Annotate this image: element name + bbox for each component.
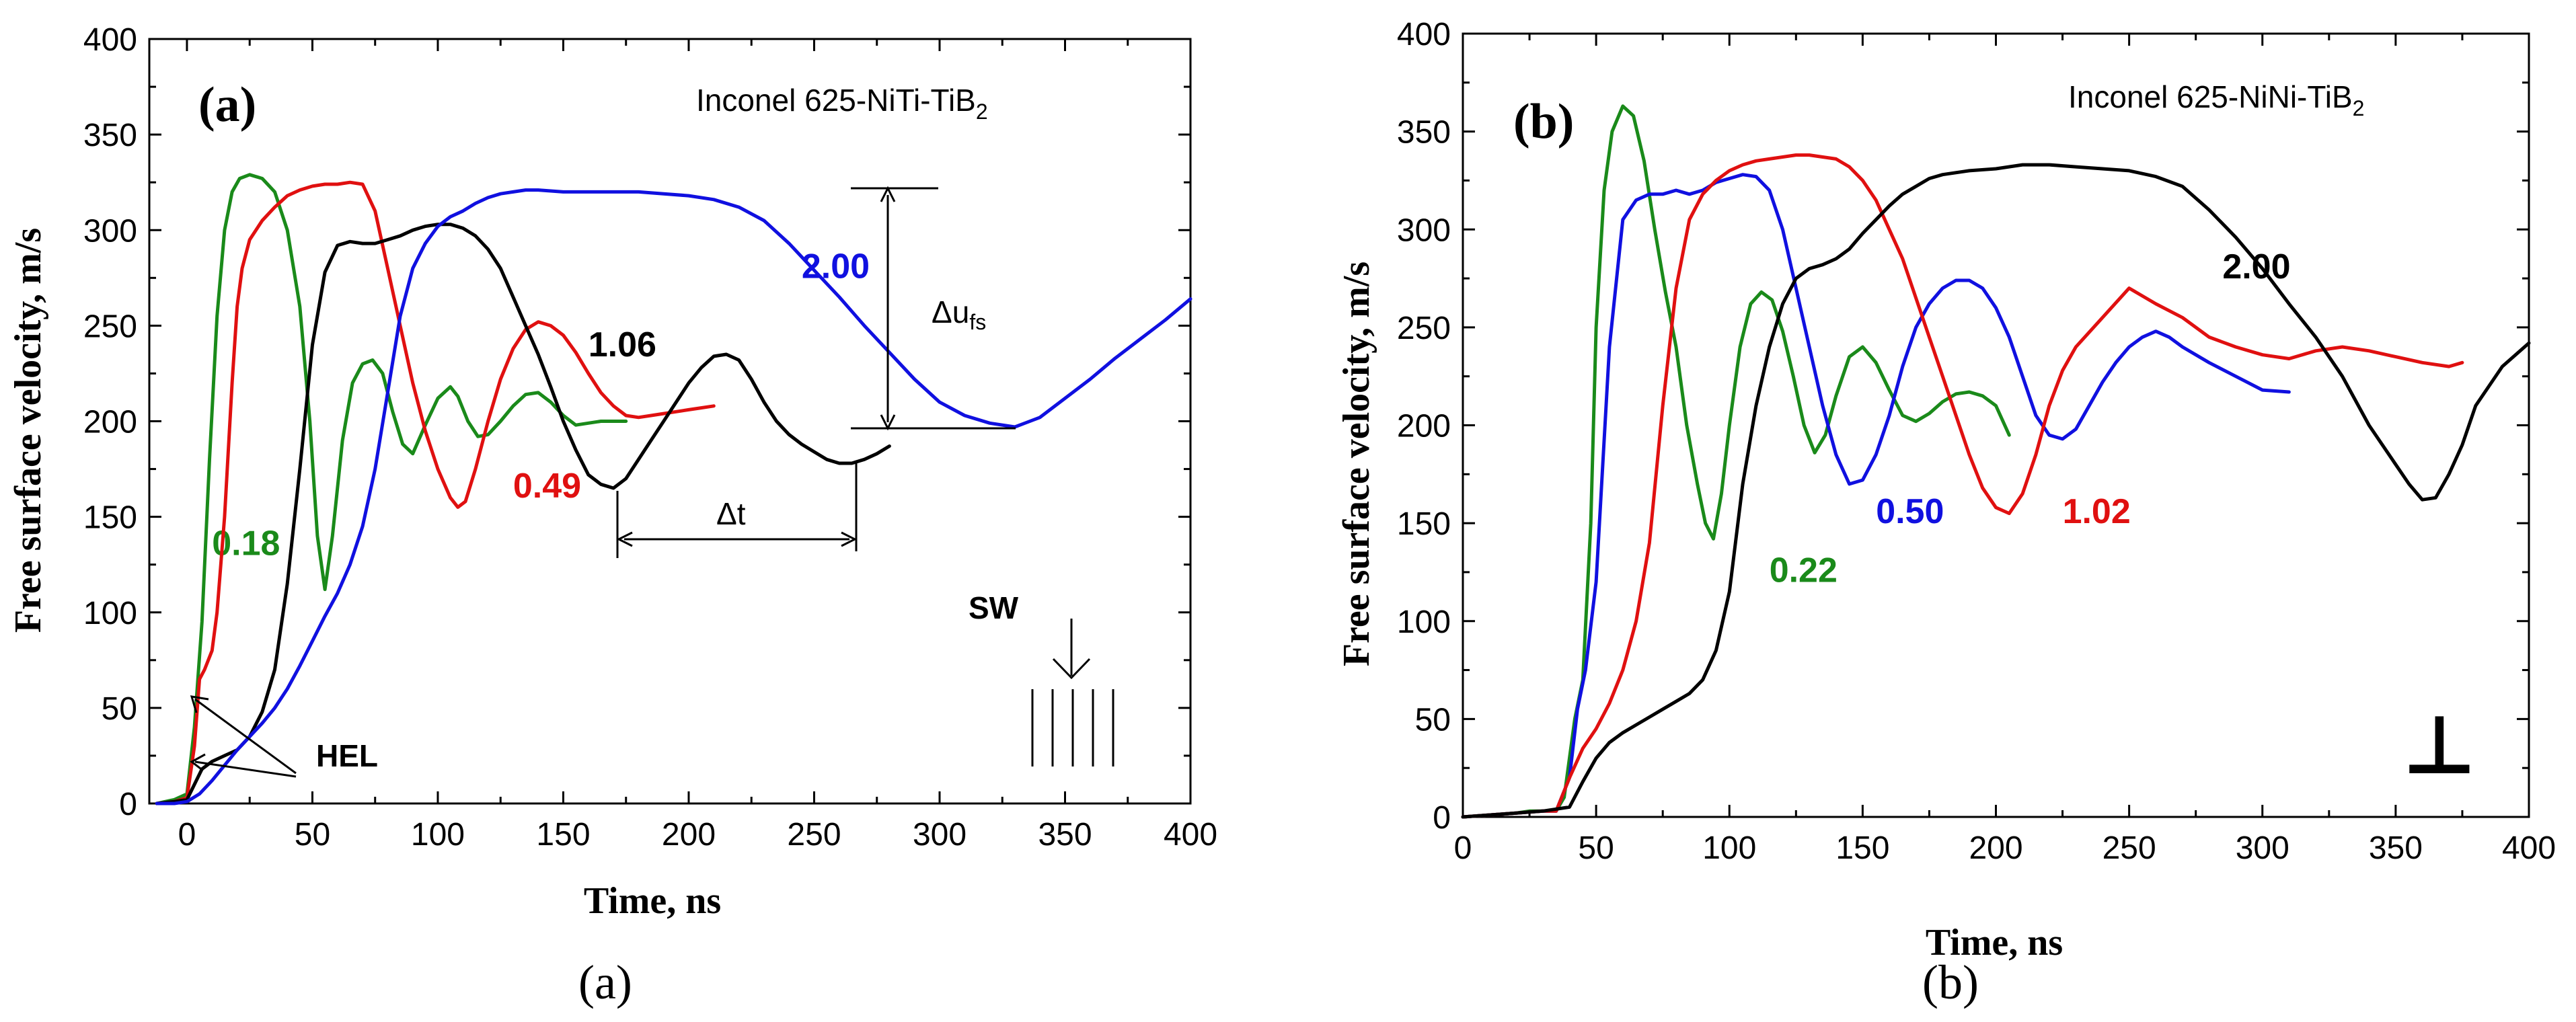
panel-b-x-tick-label: 350 [2369,830,2423,866]
panel-b-series-label-0-22: 0.22 [1770,551,1838,590]
panel-b-x-tick-label: 300 [2236,830,2289,866]
panel-b-series-label-0-50: 0.50 [1876,492,1944,531]
panel-b-material-subscript: 2 [2353,96,2365,120]
dislocation-icon: ⊥ [2402,701,2476,791]
panel-a-material-label: Inconel 625-NiTi-TiB2 [696,83,988,124]
panel-a-y-tick-label: 200 [83,405,137,440]
panel-b-y-tick-label: 350 [1397,115,1451,151]
panel-a-hel-annotation: HEL [190,695,378,778]
panel-a-y-tick-label: 150 [83,500,137,536]
panel-a-hel-arrow-upper-head [190,695,209,713]
panel-a-series-line-0-18 [155,173,628,805]
panel-b-series-line-0-22 [1461,104,2011,819]
panel-a-x-axis-title: Time, ns [584,880,721,922]
panel-a-x-tick-label: 150 [536,817,590,853]
panel-a-tag: (a) [198,77,256,132]
panel-a-y-tick-label: 0 [119,787,137,822]
panel-b-ticks: 0 50 100 150 200 250 300 350 400 0 50 100 150 200 250 3… [1397,17,2556,866]
panel-b-y-tick-label: 300 [1397,212,1451,248]
panel-a-x-tick-label: 400 [1164,817,1217,853]
panel-b-series: 0.22 0.50 1.02 2.00 [1461,104,2531,819]
panel-a-sw-label: SW [969,590,1019,625]
panel-b-x-axis-title: Time, ns [1926,922,2063,964]
panel-a-ticks: 0 50 100 150 200 250 300 350 400 0 50 100 150 200 250 3… [83,22,1217,853]
panel-a-material-main: Inconel 625-NiTi-TiB [696,83,976,118]
panel-a-hel-label: HEL [316,738,378,773]
panel-a-series: 0.180.491.062.00 [155,173,1192,805]
panel-b-series-line-1-02 [1461,153,2464,819]
panel-a-delta-u-annotation: Δufs [851,186,1016,431]
panel-b-y-tick-label: 50 [1415,702,1451,738]
panel-a-delta-t-arrow-head-left [616,531,633,547]
panel-a-delta-u-main: Δu [932,294,969,329]
panel-b-tag: (b) [1513,94,1574,149]
panel-b-y-tick-label: 0 [1433,800,1451,836]
panel-a-delta-u-subscript: fs [969,310,986,334]
panel-b-y-tick-label: 250 [1397,311,1451,346]
panel-a-delta-t-label: Δt [716,496,746,531]
panel-a-hel-arrow-lower-head [190,753,206,772]
panel-b-y-tick-label: 200 [1397,409,1451,444]
panel-a-x-tick-label: 350 [1038,817,1092,853]
panel-a-hel-arrow-lower [194,760,297,778]
panel-b-chart: 0 50 100 150 200 250 300 350 400 0 50 100 150 200 250 3… [1336,17,2556,1009]
panel-b-y-tick-label: 100 [1397,604,1451,640]
panel-b-x-tick-label: 50 [1578,830,1614,866]
panel-a-chart: 0 50 100 150 200 250 300 350 400 0 50 100 150 200 250 3… [7,22,1217,1009]
panel-a-series-line-1-06 [155,223,891,805]
panel-a-sw-annotation: SW [969,590,1114,766]
panel-b-x-tick-label: 400 [2502,830,2556,866]
panel-a-hel-arrow-upper [194,698,297,775]
panel-b-x-tick-label: 250 [2103,830,2156,866]
panel-b-y-axis-title: Free surface velocity, m/s [1336,262,1377,666]
panel-b-y-tick-label: 400 [1397,17,1451,52]
panel-b-x-tick-label: 100 [1702,830,1756,866]
panel-a-x-tick-label: 100 [411,817,465,853]
panel-a-series-label-2-00: 2.00 [802,247,870,286]
panel-a-y-tick-label: 250 [83,309,137,344]
panel-b-series-label-1-02: 1.02 [2063,492,2131,531]
panel-a-series-label-0-49: 0.49 [513,467,581,506]
panel-a-x-tick-label: 0 [178,817,196,853]
panel-a-caption: (a) [578,955,632,1009]
panel-b-caption: (b) [1922,955,1979,1009]
panel-a-y-tick-label: 100 [83,596,137,631]
panel-a-delta-t-arrow-head-right [841,531,858,547]
panel-b-y-tick-label: 150 [1397,506,1451,542]
panel-b-material-label: Inconel 625-NiNi-TiB2 [2068,79,2364,120]
panel-b-series-line-2-00 [1461,163,2531,819]
panel-a-series-label-1-06: 1.06 [589,325,656,364]
panel-a-sw-arrow-head [1052,658,1091,680]
panel-a-y-axis-title: Free surface velocity, m/s [7,228,49,633]
panel-a-y-tick-label: 350 [83,118,137,153]
panel-a-x-tick-label: 200 [662,817,716,853]
panel-a-series-line-0-49 [155,180,716,805]
panel-a-delta-u-arrow-head-up [880,186,896,202]
panel-b-series-line-0-50 [1461,173,2291,819]
panel-b-x-tick-label: 0 [1454,830,1472,866]
panel-b-material-main: Inconel 625-NiNi-TiB [2068,79,2353,114]
panel-a-material-subscript: 2 [976,100,988,124]
panel-b-series-label-2-00: 2.00 [2222,247,2290,286]
panel-a-x-tick-label: 50 [295,817,330,853]
panel-b-x-tick-label: 200 [1969,830,2022,866]
panel-a-series-line-2-00 [155,188,1192,805]
panel-a-x-tick-label: 300 [913,817,967,853]
panel-a-delta-t-annotation: Δt [616,461,858,558]
panel-a-delta-u-label: Δufs [932,294,986,334]
panel-a-y-tick-label: 50 [102,691,137,727]
panel-a-delta-u-arrow-head-down [880,414,896,431]
panel-a-y-tick-label: 300 [83,213,137,249]
panel-b-x-tick-label: 150 [1835,830,1889,866]
panel-a-x-tick-label: 250 [787,817,841,853]
panel-a-y-tick-label: 400 [83,22,137,58]
